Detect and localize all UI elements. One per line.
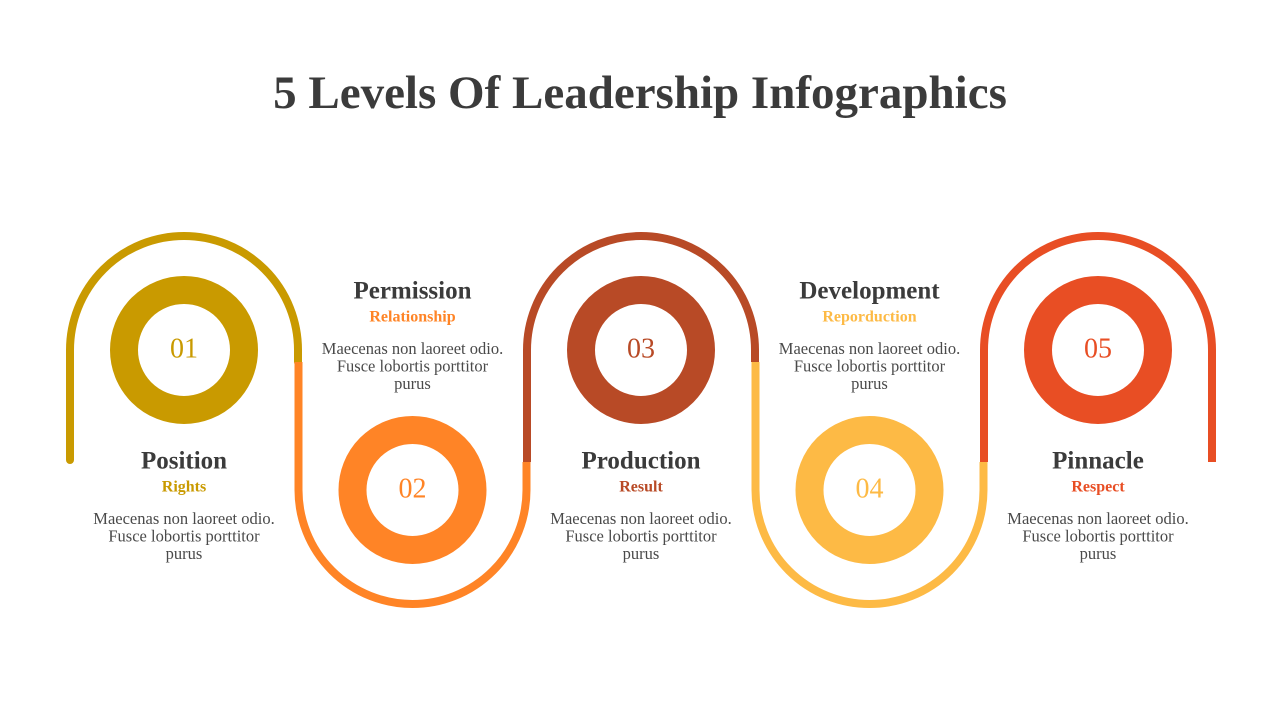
- level-body: purus: [166, 544, 203, 563]
- level-body: Fusce lobortis porttitor: [565, 526, 717, 545]
- level-body: purus: [623, 544, 660, 563]
- level-subtitle: Result: [619, 479, 663, 496]
- level-title: Pinnacle: [1052, 448, 1144, 475]
- level-subtitle: Rights: [162, 479, 206, 496]
- level-number: 03: [627, 333, 655, 364]
- level-title: Development: [799, 278, 940, 305]
- connector-path: [751, 362, 988, 608]
- level-body: Maecenas non laoreet odio.: [550, 509, 731, 528]
- level-title: Permission: [353, 278, 471, 305]
- level-body: Maecenas non laoreet odio.: [779, 339, 960, 358]
- level-body: Fusce lobortis porttitor: [337, 356, 489, 375]
- level-subtitle: Relationship: [369, 309, 455, 326]
- level-body: purus: [1080, 544, 1117, 563]
- level-ring: [1024, 276, 1172, 424]
- level-number: 05: [1084, 333, 1112, 364]
- level-body: purus: [394, 374, 431, 393]
- level-number: 01: [170, 333, 198, 364]
- connector-path: [66, 232, 302, 464]
- level-body: Fusce lobortis porttitor: [794, 356, 946, 375]
- level-subtitle: Reporduction: [822, 309, 916, 326]
- connector-path: [294, 362, 531, 608]
- level-ring: [795, 416, 944, 564]
- level-number: 04: [856, 473, 884, 504]
- connector-path: [980, 232, 1216, 462]
- level-body: purus: [851, 374, 888, 393]
- level-body: Fusce lobortis porttitor: [1022, 526, 1174, 545]
- level-ring: [110, 276, 258, 424]
- level-body: Maecenas non laoreet odio.: [93, 509, 274, 528]
- page-title: 5 Levels Of Leadership Infographics: [273, 67, 1007, 119]
- level-ring: [338, 416, 487, 564]
- level-ring: [567, 276, 715, 424]
- level-title: Position: [141, 448, 227, 475]
- level-number: 02: [399, 473, 427, 504]
- level-body: Maecenas non laoreet odio.: [1007, 509, 1188, 528]
- level-body: Maecenas non laoreet odio.: [322, 339, 503, 358]
- level-subtitle: Respect: [1071, 479, 1125, 496]
- connector-path: [523, 232, 759, 462]
- level-title: Production: [582, 448, 701, 475]
- level-body: Fusce lobortis porttitor: [108, 526, 260, 545]
